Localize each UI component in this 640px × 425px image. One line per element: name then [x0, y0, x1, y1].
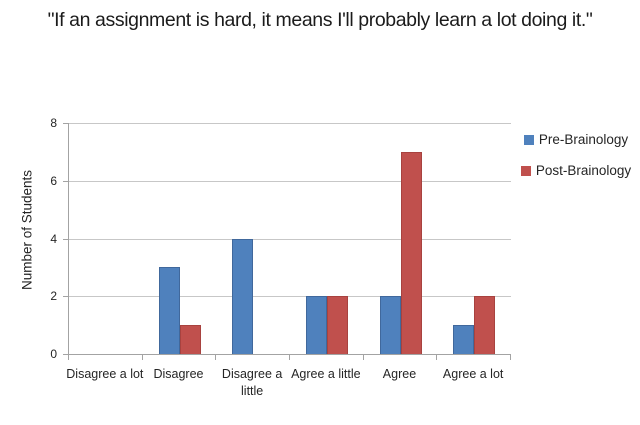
bar-post-brainology-1 — [179, 325, 201, 354]
gridline-4 — [69, 238, 511, 240]
plot-area — [68, 123, 511, 355]
y-tick-label-4: 4 — [50, 231, 57, 246]
bar-post-brainology-5 — [474, 296, 496, 354]
x-tick-mark-3 — [289, 355, 290, 360]
x-tick-mark-4 — [362, 355, 364, 360]
legend-entry-pre-brainology: Pre-Brainology — [512, 131, 640, 148]
y-tick-mark-2 — [63, 296, 68, 298]
x-tick-mark-6 — [510, 355, 511, 360]
legend-swatch-icon — [520, 165, 531, 176]
x-tick-mark-5 — [436, 355, 438, 360]
legend-label: Pre-Brainology — [538, 132, 629, 147]
x-category-label: Agree a little — [291, 367, 361, 381]
legend-label: Post-Brainology — [535, 163, 632, 178]
x-category-label: Agree — [382, 367, 417, 381]
gridline-6 — [69, 180, 511, 182]
x-tick-mark-2 — [215, 355, 217, 360]
x-category-label: Disagree a little — [221, 367, 283, 398]
legend: Pre-Brainology Post-Brainology — [512, 0, 640, 425]
bar-pre-brainology-1 — [158, 267, 180, 354]
chart-title: "If an assignment is hard, it means I'll… — [47, 9, 593, 31]
y-tick-mark-4 — [63, 238, 68, 240]
bar-pre-brainology-2 — [232, 238, 254, 354]
y-tick-label-2: 2 — [50, 289, 57, 304]
bar-pre-brainology-5 — [453, 325, 475, 354]
bar-post-brainology-4 — [400, 151, 422, 354]
x-category-label: Disagree — [153, 367, 204, 381]
y-tick-mark-6 — [63, 180, 68, 182]
y-tick-label-0: 0 — [50, 347, 57, 361]
gridline-2 — [69, 296, 511, 298]
y-tick-label-8: 8 — [50, 116, 57, 130]
bar-pre-brainology-3 — [305, 296, 327, 354]
legend-swatch-icon — [523, 134, 534, 145]
x-category-label: Agree a lot — [442, 367, 504, 381]
bar-pre-brainology-4 — [379, 296, 401, 354]
y-tick-mark-0 — [63, 354, 68, 355]
y-tick-label-6: 6 — [50, 173, 57, 188]
legend-entry-post-brainology: Post-Brainology — [512, 162, 640, 179]
bar-post-brainology-3 — [326, 296, 348, 354]
y-tick-mark-8 — [63, 123, 68, 124]
x-tick-mark-0 — [68, 355, 69, 360]
x-tick-mark-1 — [141, 355, 143, 360]
gridline-8 — [69, 123, 511, 124]
x-category-label: Disagree a lot — [66, 367, 144, 381]
